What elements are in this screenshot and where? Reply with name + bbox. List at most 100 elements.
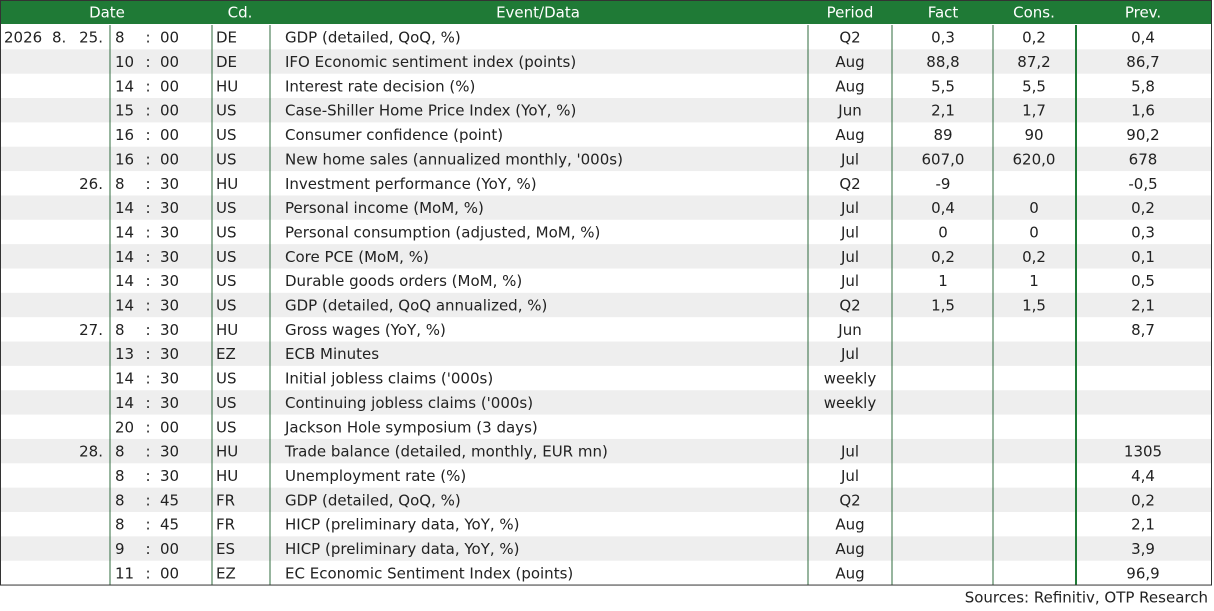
event-cell: HICP (preliminary data, YoY, %) xyxy=(285,516,520,534)
prev-cell: 2,1 xyxy=(1131,297,1155,315)
source-note: Sources: Refinitiv, OTP Research xyxy=(965,589,1208,607)
time-separator: : xyxy=(145,150,150,168)
event-cell: Core PCE (MoM, %) xyxy=(285,248,429,266)
fact-cell: 5,5 xyxy=(931,77,955,95)
event-cell: Interest rate decision (%) xyxy=(285,77,475,95)
minute-cell: 45 xyxy=(160,516,179,534)
fact-cell: 0,2 xyxy=(931,248,955,266)
event-cell: Investment performance (YoY, %) xyxy=(285,175,537,193)
hour-cell: 8 xyxy=(115,443,125,461)
row-band xyxy=(1,195,1211,220)
header-bar xyxy=(0,0,1212,24)
column-header: Cons. xyxy=(1013,4,1055,22)
cons-cell: 87,2 xyxy=(1017,53,1050,71)
period-cell: Aug xyxy=(835,540,864,558)
period-cell: Q2 xyxy=(839,29,860,47)
minute-cell: 30 xyxy=(160,248,179,266)
hour-cell: 8 xyxy=(115,321,125,339)
row-band xyxy=(1,292,1211,318)
minute-cell: 00 xyxy=(160,418,179,436)
row-band xyxy=(1,487,1211,512)
minute-cell: 30 xyxy=(160,321,179,339)
cons-cell: 0 xyxy=(1029,199,1039,217)
row-band xyxy=(1,536,1211,561)
period-cell: Aug xyxy=(835,77,864,95)
minute-cell: 00 xyxy=(160,126,179,144)
time-separator: : xyxy=(145,540,150,558)
event-cell: Case-Shiller Home Price Index (YoY, %) xyxy=(285,102,576,120)
time-separator: : xyxy=(145,467,150,485)
fact-cell: 0,3 xyxy=(931,29,955,47)
prev-cell: 678 xyxy=(1129,150,1158,168)
event-cell: Trade balance (detailed, monthly, EUR mn… xyxy=(284,443,608,461)
fact-cell: 89 xyxy=(933,126,952,144)
cons-cell: 0 xyxy=(1029,223,1039,241)
code-cell: DE xyxy=(216,29,237,47)
minute-cell: 30 xyxy=(160,443,179,461)
time-separator: : xyxy=(145,272,150,290)
cons-cell: 0,2 xyxy=(1022,248,1046,266)
minute-cell: 30 xyxy=(160,345,179,363)
minute-cell: 00 xyxy=(160,150,179,168)
hour-cell: 10 xyxy=(115,53,134,71)
code-cell: US xyxy=(216,248,237,266)
prev-cell: 4,4 xyxy=(1131,467,1155,485)
prev-cell: 96,9 xyxy=(1126,564,1159,582)
cons-cell: 1,7 xyxy=(1022,102,1046,120)
period-cell: Jul xyxy=(840,199,859,217)
prev-cell: -0,5 xyxy=(1128,175,1157,193)
period-cell: Jul xyxy=(840,150,859,168)
minute-cell: 30 xyxy=(160,175,179,193)
row-band xyxy=(1,49,1211,74)
fact-cell: -9 xyxy=(936,175,951,193)
code-cell: FR xyxy=(216,516,235,534)
code-cell: EZ xyxy=(216,345,236,363)
minute-cell: 30 xyxy=(160,297,179,315)
table-border xyxy=(0,0,1212,586)
code-cell: HU xyxy=(216,77,238,95)
hour-cell: 8 xyxy=(115,175,125,193)
day-cell: 25. xyxy=(79,29,103,47)
time-separator: : xyxy=(145,223,150,241)
day-cell: 27. xyxy=(79,321,103,339)
month-cell: 8. xyxy=(52,29,66,47)
cons-cell: 0,2 xyxy=(1022,29,1046,47)
minute-cell: 00 xyxy=(160,53,179,71)
hour-cell: 16 xyxy=(115,126,134,144)
cons-cell: 620,0 xyxy=(1013,150,1056,168)
event-cell: HICP (preliminary data, YoY, %) xyxy=(285,540,520,558)
period-cell: Jul xyxy=(840,467,859,485)
prev-cell: 0,5 xyxy=(1131,272,1155,290)
row-band xyxy=(1,146,1211,172)
minute-cell: 30 xyxy=(160,223,179,241)
code-cell: HU xyxy=(216,175,238,193)
hour-cell: 14 xyxy=(115,199,134,217)
period-cell: Jul xyxy=(840,443,859,461)
event-cell: Consumer confidence (point) xyxy=(285,126,503,144)
row-band xyxy=(1,390,1211,415)
time-separator: : xyxy=(145,77,150,95)
minute-cell: 30 xyxy=(160,370,179,388)
event-cell: GDP (detailed, QoQ, %) xyxy=(285,29,461,47)
code-cell: DE xyxy=(216,53,237,71)
hour-cell: 16 xyxy=(115,150,134,168)
minute-cell: 45 xyxy=(160,491,179,509)
prev-cell: 1,6 xyxy=(1131,102,1155,120)
event-cell: Initial jobless claims ('000s) xyxy=(285,370,493,388)
fact-cell: 88,8 xyxy=(926,53,959,71)
period-cell: Aug xyxy=(835,516,864,534)
day-cell: 28. xyxy=(79,443,103,461)
minute-cell: 00 xyxy=(160,77,179,95)
event-cell: New home sales (annualized monthly, '000… xyxy=(285,150,623,168)
prev-cell: 2,1 xyxy=(1131,516,1155,534)
cons-cell: 1,5 xyxy=(1022,297,1046,315)
time-separator: : xyxy=(145,564,150,582)
time-separator: : xyxy=(145,516,150,534)
day-cell: 26. xyxy=(79,175,103,193)
year-cell: 2026 xyxy=(4,29,42,47)
hour-cell: 14 xyxy=(115,297,134,315)
code-cell: US xyxy=(216,418,237,436)
fact-cell: 1,5 xyxy=(931,297,955,315)
code-cell: FR xyxy=(216,491,235,509)
